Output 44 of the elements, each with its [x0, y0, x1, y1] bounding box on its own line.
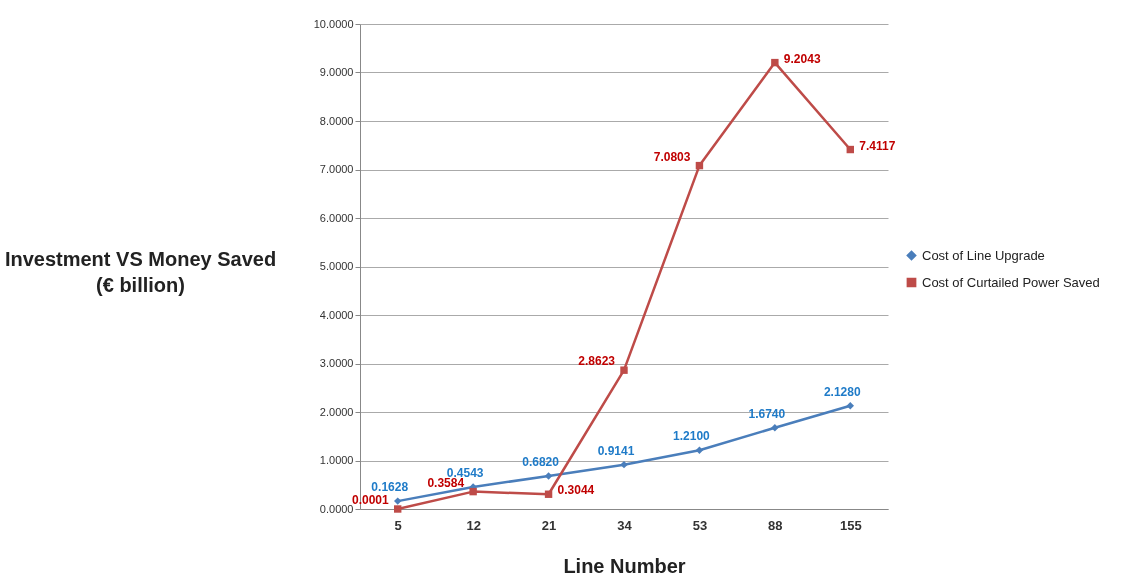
y-tick-label: 6.0000 — [319, 211, 354, 224]
data-label: 0.4543 — [446, 465, 484, 480]
point — [771, 58, 779, 67]
point — [620, 366, 628, 374]
y-tick-label: 8.0000 — [319, 114, 354, 127]
data-label: 7.0803 — [653, 149, 691, 164]
y-tick-label: 4.0000 — [319, 308, 354, 321]
legend-label: Cost of Curtailed Power Saved — [922, 274, 1100, 290]
x-tick-label: 155 — [839, 517, 862, 533]
data-label: 2.1280 — [823, 384, 861, 399]
y-tick-label: 5.0000 — [319, 260, 354, 272]
y-tick-label: 3.0000 — [319, 357, 354, 369]
data-label: 1.2100 — [673, 429, 711, 444]
point — [771, 424, 779, 432]
data-label: 0.0001 — [352, 493, 390, 507]
point — [394, 497, 402, 505]
data-label: 0.9141 — [597, 443, 635, 458]
data-label: 0.6820 — [522, 454, 560, 469]
data-label: 9.2043 — [783, 51, 821, 66]
data-label: 0.3044 — [557, 483, 595, 498]
data-label: 7.4117 — [859, 138, 896, 153]
x-tick-label: 88 — [768, 517, 783, 533]
y-axis-title: Investment VS Money Saved (€ billion) — [4, 247, 277, 296]
x-tick-label: 53 — [692, 517, 708, 533]
y-tick-label: 1.0000 — [319, 454, 354, 466]
data-label: 2.8623 — [578, 354, 616, 369]
point — [469, 487, 477, 496]
data-label: 0.1628 — [371, 480, 409, 495]
legend-label: Cost of Line Upgrade — [922, 247, 1045, 263]
y-tick-label: 7.0000 — [319, 163, 354, 175]
point — [544, 472, 553, 480]
point — [394, 505, 402, 513]
x-tick-label: 21 — [541, 517, 557, 533]
point — [846, 402, 854, 410]
point — [695, 446, 704, 455]
data-label: 1.6740 — [748, 406, 786, 421]
x-tick-label: 34 — [617, 517, 633, 533]
y-tick-label: 9.0000 — [319, 66, 354, 78]
y-tick-label: 2.0000 — [319, 405, 354, 418]
x-axis-title: Line Number — [563, 554, 686, 576]
x-tick-label: 12 — [466, 517, 481, 533]
point — [620, 460, 628, 469]
y-tick-label: 10.0000 — [313, 17, 354, 30]
x-tick-label: 5 — [394, 517, 402, 533]
